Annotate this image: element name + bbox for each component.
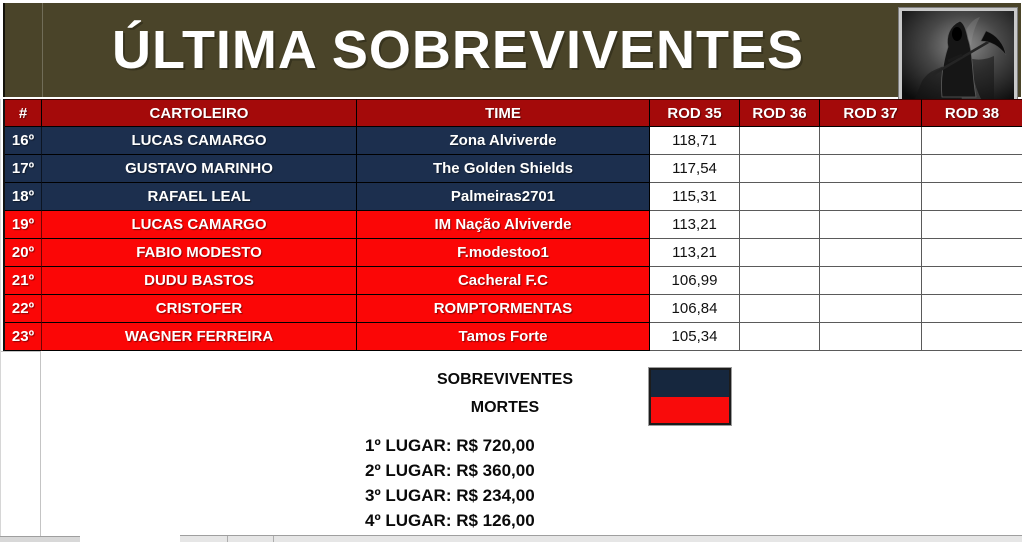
- rod37-empty-cell[interactable]: [820, 323, 922, 351]
- rod36-empty-cell[interactable]: [740, 211, 820, 239]
- rod38-empty-cell[interactable]: [922, 183, 1022, 211]
- table-row: 23º WAGNER FERREIRA Tamos Forte 105,34: [5, 323, 1022, 351]
- time-cell[interactable]: Zona Alviverde: [357, 127, 650, 155]
- rod35-score-cell[interactable]: 113,21: [650, 239, 740, 267]
- legend-deaths-label: MORTES: [470, 399, 540, 416]
- rank-cell[interactable]: 17º: [5, 155, 42, 183]
- cartoleiro-cell[interactable]: LUCAS CAMARGO: [42, 211, 357, 239]
- rod37-empty-cell[interactable]: [820, 183, 922, 211]
- cartoleiro-cell[interactable]: CRISTOFER: [42, 295, 357, 323]
- sheet-gridline-horizontal: [0, 351, 40, 352]
- rod36-header-cell[interactable]: ROD 36: [740, 99, 820, 127]
- table-row: 17º GUSTAVO MARINHO The Golden Shields 1…: [5, 155, 1022, 183]
- rod36-empty-cell[interactable]: [740, 155, 820, 183]
- strip-tick: [227, 536, 228, 542]
- cartoleiro-cell[interactable]: FABIO MODESTO: [42, 239, 357, 267]
- rod38-empty-cell[interactable]: [922, 295, 1022, 323]
- rod36-empty-cell[interactable]: [740, 267, 820, 295]
- grim-reaper-image: [899, 8, 1017, 104]
- bottom-sheet-strip: [180, 535, 1022, 542]
- time-cell[interactable]: Tamos Forte: [357, 323, 650, 351]
- title-banner: ÚLTIMA SOBREVIVENTES: [3, 3, 1021, 97]
- table-row: 16º LUCAS CAMARGO Zona Alviverde 118,71: [5, 127, 1022, 155]
- rod37-empty-cell[interactable]: [820, 239, 922, 267]
- time-cell[interactable]: Palmeiras2701: [357, 183, 650, 211]
- rod35-score-cell[interactable]: 113,21: [650, 211, 740, 239]
- rod35-score-cell[interactable]: 105,34: [650, 323, 740, 351]
- rod38-empty-cell[interactable]: [922, 211, 1022, 239]
- rod35-score-cell[interactable]: 118,71: [650, 127, 740, 155]
- rank-header-cell[interactable]: #: [5, 99, 42, 127]
- rank-cell[interactable]: 22º: [5, 295, 42, 323]
- cartoleiro-cell[interactable]: DUDU BASTOS: [42, 267, 357, 295]
- prize-list: 1º LUGAR: R$ 720,00 2º LUGAR: R$ 360,00 …: [365, 433, 535, 533]
- cartoleiro-cell[interactable]: WAGNER FERREIRA: [42, 323, 357, 351]
- bottom-left-cell-strip: [0, 536, 80, 542]
- rank-cell[interactable]: 20º: [5, 239, 42, 267]
- rod35-score-cell[interactable]: 106,99: [650, 267, 740, 295]
- banner-gridline: [42, 3, 43, 97]
- survivors-table: # CARTOLEIRO TIME ROD 35 ROD 36 ROD 37 R…: [3, 99, 1022, 351]
- time-cell[interactable]: F.modestoo1: [357, 239, 650, 267]
- rod38-empty-cell[interactable]: [922, 267, 1022, 295]
- rod37-empty-cell[interactable]: [820, 155, 922, 183]
- rank-cell[interactable]: 23º: [5, 323, 42, 351]
- rod36-empty-cell[interactable]: [740, 239, 820, 267]
- rod38-empty-cell[interactable]: [922, 127, 1022, 155]
- time-cell[interactable]: IM Nação Alviverde: [357, 211, 650, 239]
- cartoleiro-cell[interactable]: GUSTAVO MARINHO: [42, 155, 357, 183]
- rod35-score-cell[interactable]: 115,31: [650, 183, 740, 211]
- legend-color-swatch: [649, 368, 731, 425]
- table-row: 21º DUDU BASTOS Cacheral F.C 106,99: [5, 267, 1022, 295]
- rod36-empty-cell[interactable]: [740, 183, 820, 211]
- prize-line-1: 1º LUGAR: R$ 720,00: [365, 436, 535, 455]
- table-row: 22º CRISTOFER ROMPTORMENTAS 106,84: [5, 295, 1022, 323]
- cartoleiro-cell[interactable]: LUCAS CAMARGO: [42, 127, 357, 155]
- rod38-empty-cell[interactable]: [922, 323, 1022, 351]
- rod35-score-cell[interactable]: 106,84: [650, 295, 740, 323]
- time-cell[interactable]: Cacheral F.C: [357, 267, 650, 295]
- rod37-header-cell[interactable]: ROD 37: [820, 99, 922, 127]
- time-header-cell[interactable]: TIME: [357, 99, 650, 127]
- legend: SOBREVIVENTES MORTES: [330, 366, 680, 422]
- rod35-header-cell[interactable]: ROD 35: [650, 99, 740, 127]
- rod36-empty-cell[interactable]: [740, 323, 820, 351]
- rod36-empty-cell[interactable]: [740, 127, 820, 155]
- rod38-empty-cell[interactable]: [922, 239, 1022, 267]
- rod37-empty-cell[interactable]: [820, 267, 922, 295]
- survivor-color-swatch: [651, 370, 729, 397]
- legend-survivors-label: SOBREVIVENTES: [436, 371, 574, 388]
- prize-line-3: 3º LUGAR: R$ 234,00: [365, 486, 535, 505]
- rank-cell[interactable]: 16º: [5, 127, 42, 155]
- rod37-empty-cell[interactable]: [820, 211, 922, 239]
- rod38-header-cell[interactable]: ROD 38: [922, 99, 1022, 127]
- table-header-row: # CARTOLEIRO TIME ROD 35 ROD 36 ROD 37 R…: [5, 99, 1022, 127]
- rod37-empty-cell[interactable]: [820, 127, 922, 155]
- sheet-gridline: [40, 351, 41, 536]
- rod35-score-cell[interactable]: 117,54: [650, 155, 740, 183]
- sheet-left-edge: [0, 99, 1, 536]
- table-row: 18º RAFAEL LEAL Palmeiras2701 115,31: [5, 183, 1022, 211]
- time-cell[interactable]: The Golden Shields: [357, 155, 650, 183]
- cartoleiro-cell[interactable]: RAFAEL LEAL: [42, 183, 357, 211]
- prize-line-4: 4º LUGAR: R$ 126,00: [365, 511, 535, 530]
- prize-line-2: 2º LUGAR: R$ 360,00: [365, 461, 535, 480]
- table-row: 20º FABIO MODESTO F.modestoo1 113,21: [5, 239, 1022, 267]
- cartoleiro-header-cell[interactable]: CARTOLEIRO: [42, 99, 357, 127]
- strip-tick: [273, 536, 274, 542]
- rank-cell[interactable]: 19º: [5, 211, 42, 239]
- time-cell[interactable]: ROMPTORMENTAS: [357, 295, 650, 323]
- rank-cell[interactable]: 18º: [5, 183, 42, 211]
- page-title: ÚLTIMA SOBREVIVENTES: [111, 20, 805, 80]
- death-color-swatch: [651, 396, 729, 423]
- rod38-empty-cell[interactable]: [922, 155, 1022, 183]
- table-row: 19º LUCAS CAMARGO IM Nação Alviverde 113…: [5, 211, 1022, 239]
- rank-cell[interactable]: 21º: [5, 267, 42, 295]
- rod36-empty-cell[interactable]: [740, 295, 820, 323]
- rod37-empty-cell[interactable]: [820, 295, 922, 323]
